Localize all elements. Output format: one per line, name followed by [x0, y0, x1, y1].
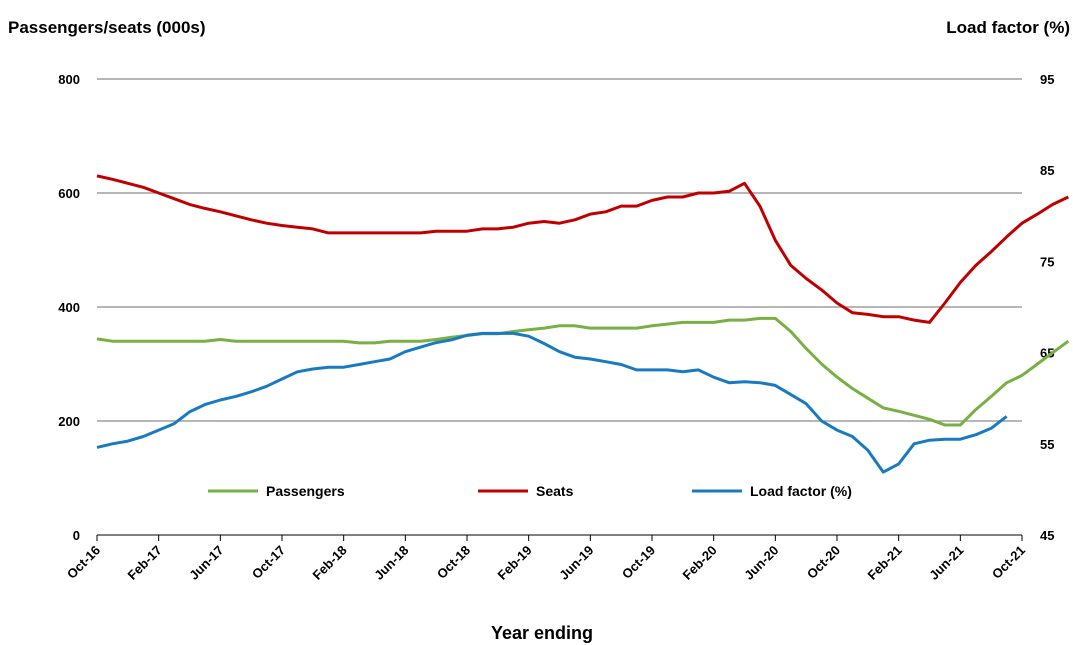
left-y-tick-label: 200: [58, 414, 80, 429]
series-line-passengers: [96, 316, 1070, 427]
left-y-tick-label: 400: [58, 300, 80, 315]
right-y-tick-label: 65: [1040, 346, 1054, 361]
x-tick-label: Oct-19: [619, 543, 658, 582]
plot-series: [96, 174, 1070, 474]
left-axis-title: Passengers/seats (000s): [8, 18, 206, 37]
left-y-tick-label: 600: [58, 186, 80, 201]
left-y-tick-label: 800: [58, 72, 80, 87]
x-tick-label: Feb-17: [125, 543, 165, 583]
x-tick-label: Oct-20: [804, 543, 843, 582]
x-axis: Oct-16 Feb-17 Jun-17 Oct-17 Feb-18 Jun-18 Oct-…: [64, 535, 1028, 583]
x-tick-label: Jun-20: [741, 543, 781, 583]
legend-label-passengers: Passengers: [266, 483, 345, 499]
x-tick-label: Feb-18: [310, 543, 350, 583]
left-y-axis: 0 200 400 600 800: [58, 72, 80, 543]
right-y-tick-label: 85: [1040, 163, 1054, 178]
series-line-seats: [96, 174, 1069, 324]
x-tick-label: Oct-16: [64, 543, 103, 582]
left-y-tick-label: 0: [73, 528, 80, 543]
right-y-tick-label: 55: [1040, 437, 1054, 452]
x-tick-label: Oct-21: [989, 543, 1028, 582]
x-axis-title: Year ending: [491, 623, 593, 643]
gridlines: [97, 78, 1022, 536]
right-y-tick-label: 45: [1040, 528, 1054, 543]
x-tick-label: Oct-18: [434, 543, 473, 582]
x-tick-label: Oct-17: [249, 543, 288, 582]
x-tick-label: Jun-17: [186, 543, 226, 583]
x-tick-label: Jun-18: [371, 543, 411, 583]
series-line-load-factor: [96, 331, 1008, 474]
x-tick-label: Feb-20: [680, 543, 720, 583]
legend-label-seats: Seats: [536, 483, 574, 499]
legend-label-load-factor: Load factor (%): [750, 483, 852, 499]
right-y-tick-label: 75: [1040, 254, 1054, 269]
x-tick-label: Jun-21: [926, 543, 966, 583]
x-tick-label: Feb-19: [495, 543, 535, 583]
right-y-tick-label: 95: [1040, 72, 1054, 87]
legend: Passengers Seats Load factor (%): [208, 483, 852, 499]
right-axis-title: Load factor (%): [946, 18, 1070, 37]
x-tick-label: Jun-19: [556, 543, 596, 583]
x-tick-label: Feb-21: [865, 543, 905, 583]
right-y-axis: 45 55 65 75 85 95: [1040, 72, 1054, 543]
